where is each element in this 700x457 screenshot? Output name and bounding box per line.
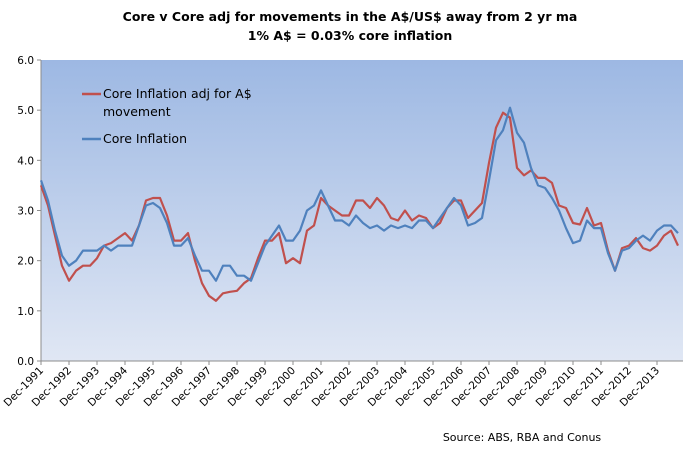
series-line-core	[39, 106, 679, 282]
series-layer	[39, 106, 679, 302]
legend: Core Inflation adj for A$ movement Core …	[82, 86, 252, 146]
legend-label-core: Core Inflation	[103, 131, 187, 146]
source-annotation: Source: ABS, RBA and Conus	[443, 431, 602, 444]
x-axis: Dec-1991Dec-1992Dec-1993Dec-1994Dec-1995…	[2, 360, 683, 409]
y-tick-label: 4.0	[17, 155, 34, 167]
y-tick-label: 0.0	[17, 356, 34, 368]
y-tick-label: 3.0	[17, 206, 34, 218]
y-axis: 0.0 1.0 2.0 3.0 4.0 5.0 6.0	[17, 55, 42, 368]
chart-subtitle: 1% A$ = 0.03% core inflation	[248, 28, 452, 43]
series-line-core-adj	[39, 111, 679, 302]
chart-title: Core v Core adj for movements in the A$/…	[123, 9, 578, 24]
y-tick-label: 1.0	[17, 306, 34, 318]
legend-label-core-adj: Core Inflation adj for A$	[103, 86, 252, 101]
y-tick-label: 2.0	[17, 256, 34, 268]
y-tick-label: 5.0	[17, 105, 34, 117]
plot-area	[41, 60, 683, 361]
y-tick-label: 6.0	[17, 55, 34, 67]
legend-label-core-adj-line2: movement	[103, 104, 171, 119]
